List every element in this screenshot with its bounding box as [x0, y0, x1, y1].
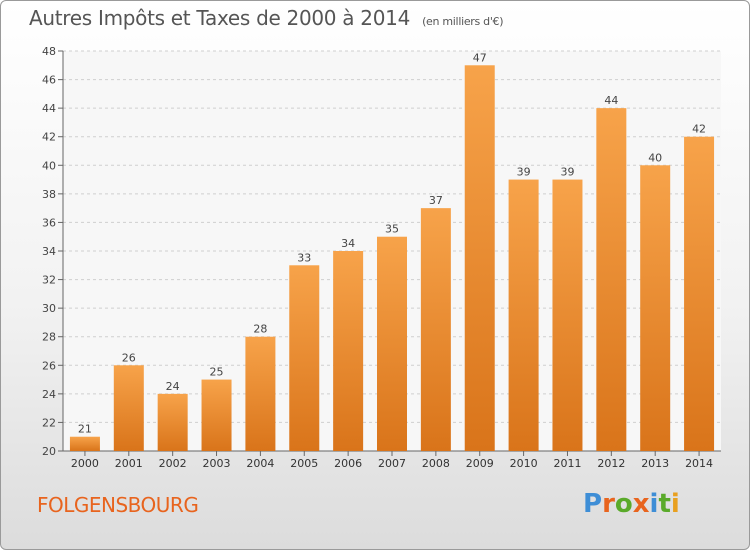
bar: [596, 108, 627, 452]
x-tick-label: 2002: [159, 457, 187, 470]
x-tick-label: 2003: [203, 457, 231, 470]
logo-letter: t: [658, 489, 671, 519]
data-label: 42: [692, 123, 706, 136]
bar: [201, 379, 232, 451]
x-tick-label: 2008: [422, 457, 450, 470]
logo-letter: i: [649, 489, 659, 519]
bar: [420, 208, 451, 451]
x-tick-label: 2001: [115, 457, 143, 470]
data-label: 26: [122, 351, 136, 364]
y-tick-label: 46: [42, 74, 56, 87]
x-tick-label: 2007: [378, 457, 406, 470]
y-tick-label: 34: [42, 245, 56, 258]
bar: [464, 65, 495, 452]
y-tick-label: 48: [42, 45, 56, 58]
data-label: 40: [648, 151, 662, 164]
data-label: 39: [560, 166, 574, 179]
y-tick-label: 36: [42, 216, 56, 229]
bar: [333, 251, 364, 451]
x-tick-label: 2004: [246, 457, 274, 470]
commune-name: FOLGENSBOURG: [37, 493, 199, 517]
chart-unit-note: (en milliers d'€): [422, 15, 504, 28]
x-tick-label: 2011: [553, 457, 581, 470]
y-tick-label: 38: [42, 188, 56, 201]
bar: [508, 179, 539, 452]
bar: [157, 393, 188, 451]
y-tick-label: 24: [42, 388, 56, 401]
logo-letter: P: [583, 489, 603, 519]
y-tick-label: 42: [42, 131, 56, 144]
data-label: 25: [210, 366, 224, 379]
data-label: 24: [166, 380, 180, 393]
y-tick-label: 40: [42, 159, 56, 172]
logo-letter: r: [602, 489, 615, 519]
bar: [69, 436, 100, 451]
y-tick-label: 22: [42, 416, 56, 429]
x-tick-label: 2000: [71, 457, 99, 470]
logo-letter: x: [632, 489, 650, 519]
bar: [552, 179, 583, 452]
y-tick-label: 20: [42, 445, 56, 458]
data-label: 28: [253, 323, 267, 336]
y-tick-label: 32: [42, 274, 56, 287]
y-tick-label: 28: [42, 331, 56, 344]
bar: [377, 236, 407, 451]
logo-letter: i: [670, 489, 680, 519]
data-label: 34: [341, 237, 355, 250]
logo-letter: o: [614, 489, 633, 519]
x-tick-label: 2005: [290, 457, 318, 470]
x-tick-label: 2006: [334, 457, 362, 470]
x-tick-label: 2010: [510, 457, 538, 470]
x-tick-label: 2012: [597, 457, 625, 470]
data-label: 39: [517, 166, 531, 179]
proxiti-logo: Proxiti: [583, 489, 680, 519]
data-label: 35: [385, 223, 399, 236]
x-tick-label: 2013: [641, 457, 669, 470]
data-label: 44: [604, 94, 618, 107]
data-label: 21: [78, 423, 92, 436]
y-tick-label: 30: [42, 302, 56, 315]
y-tick-label: 44: [42, 102, 56, 115]
chart-title: Autres Impôts et Taxes de 2000 à 2014 (e…: [29, 6, 504, 30]
bar: [289, 265, 320, 451]
x-tick-label: 2009: [466, 457, 494, 470]
data-label: 37: [429, 194, 443, 207]
data-label: 47: [473, 51, 487, 64]
bar: [245, 336, 276, 451]
y-tick-label: 26: [42, 359, 56, 372]
bar: [684, 136, 715, 451]
chart-title-text: Autres Impôts et Taxes de 2000 à 2014: [29, 6, 410, 30]
bar: [640, 165, 671, 452]
bar: [113, 365, 144, 451]
x-tick-label: 2014: [685, 457, 713, 470]
data-label: 33: [297, 251, 311, 264]
